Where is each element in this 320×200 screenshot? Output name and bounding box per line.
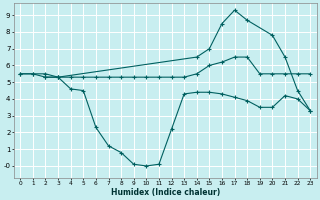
- X-axis label: Humidex (Indice chaleur): Humidex (Indice chaleur): [111, 188, 220, 197]
